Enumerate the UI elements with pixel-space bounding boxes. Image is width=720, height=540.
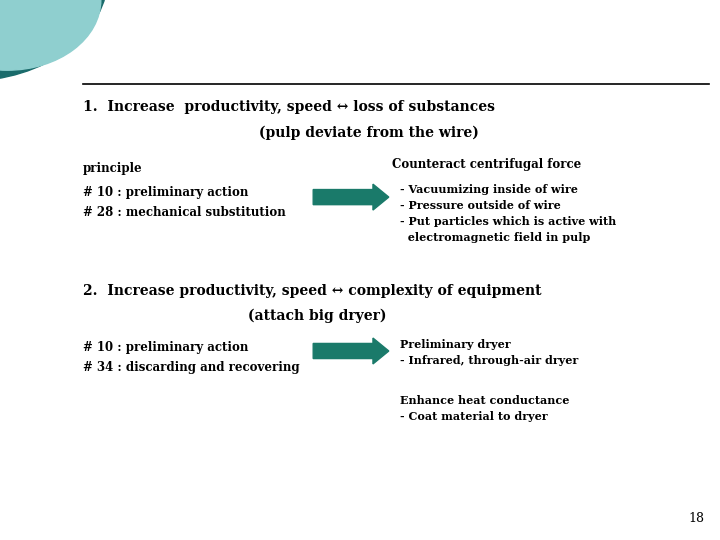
Text: - Coat material to dryer: - Coat material to dryer (400, 411, 547, 422)
Text: 18: 18 (688, 512, 704, 525)
Text: # 34 : discarding and recovering: # 34 : discarding and recovering (83, 361, 300, 374)
Circle shape (0, 0, 108, 81)
Circle shape (0, 0, 101, 70)
Text: # 28 : mechanical substitution: # 28 : mechanical substitution (83, 206, 286, 219)
Text: Preliminary dryer: Preliminary dryer (400, 339, 510, 350)
Text: electromagnetic field in pulp: electromagnetic field in pulp (400, 232, 590, 243)
Text: - Pressure outside of wire: - Pressure outside of wire (400, 200, 560, 211)
Text: Enhance heat conductance: Enhance heat conductance (400, 395, 569, 406)
Text: # 10 : preliminary action: # 10 : preliminary action (83, 341, 248, 354)
FancyArrow shape (313, 184, 389, 210)
Text: 2.  Increase productivity, speed ↔ complexity of equipment: 2. Increase productivity, speed ↔ comple… (83, 284, 541, 298)
Text: 1.  Increase  productivity, speed ↔ loss of substances: 1. Increase productivity, speed ↔ loss o… (83, 100, 495, 114)
Text: principle: principle (83, 162, 143, 175)
Text: Counteract centrifugal force: Counteract centrifugal force (392, 158, 582, 171)
Text: (pulp deviate from the wire): (pulp deviate from the wire) (259, 125, 479, 140)
Text: - Vacuumizing inside of wire: - Vacuumizing inside of wire (400, 184, 577, 194)
Text: - Put particles which is active with: - Put particles which is active with (400, 216, 616, 227)
Text: (attach big dryer): (attach big dryer) (248, 309, 387, 323)
Text: - Infrared, through-air dryer: - Infrared, through-air dryer (400, 355, 578, 366)
FancyArrow shape (313, 338, 389, 364)
Text: # 10 : preliminary action: # 10 : preliminary action (83, 186, 248, 199)
